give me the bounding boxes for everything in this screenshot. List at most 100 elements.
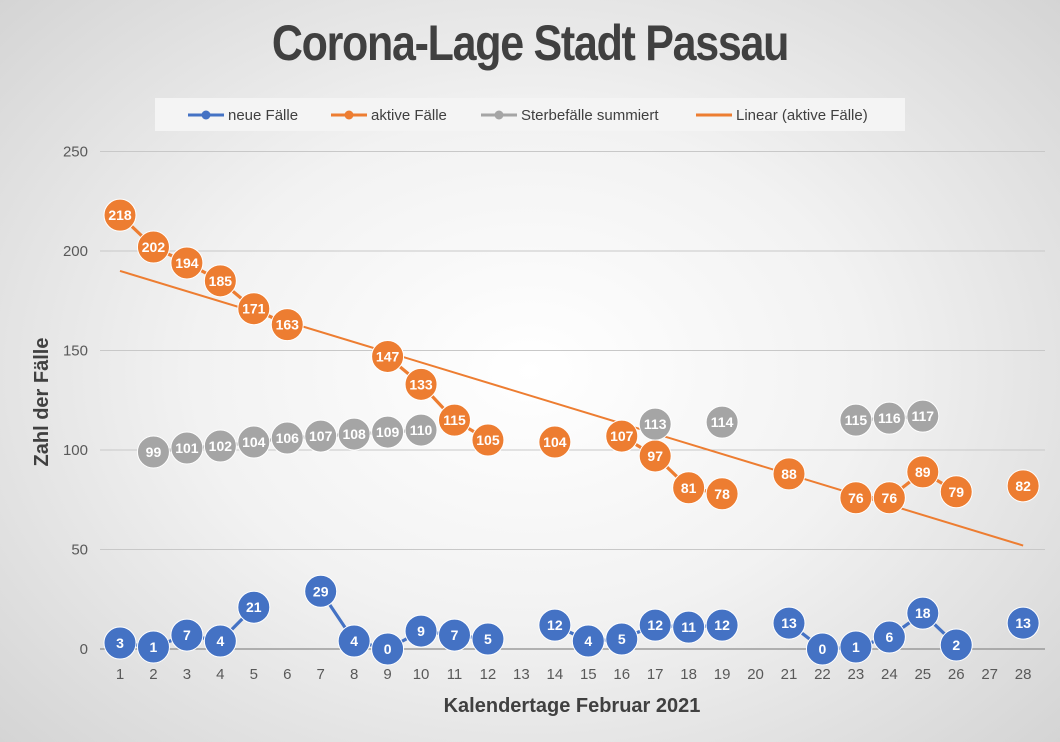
data-label: 5 <box>484 631 492 647</box>
data-label: 185 <box>209 273 233 289</box>
data-label: 12 <box>714 617 730 633</box>
data-point <box>371 632 405 666</box>
data-label: 13 <box>781 615 797 631</box>
data-point <box>270 308 304 342</box>
data-point <box>203 624 237 658</box>
y-tick-label: 100 <box>63 442 88 459</box>
data-point <box>906 399 940 433</box>
data-point <box>304 574 338 608</box>
data-label: 7 <box>183 627 191 643</box>
x-tick-label: 10 <box>413 666 430 683</box>
data-point <box>337 624 371 658</box>
x-tick-label: 17 <box>647 666 664 683</box>
data-label: 109 <box>376 424 400 440</box>
data-label: 76 <box>882 490 898 506</box>
data-label: 107 <box>610 428 634 444</box>
data-label: 13 <box>1015 615 1031 631</box>
data-label: 4 <box>216 633 224 649</box>
data-label: 104 <box>242 434 266 450</box>
data-point <box>471 622 505 656</box>
data-label: 6 <box>885 629 893 645</box>
x-tick-label: 16 <box>613 666 630 683</box>
chart-title: Corona-Lage Stadt Passau <box>271 15 790 71</box>
x-axis-ticks: 1 2 3 4 5 6 7 8 9 10 11 12 13 14 15 16 17 18 19 20 21 22 23 24 2… <box>116 666 1032 683</box>
data-label: 79 <box>948 484 964 500</box>
data-point <box>705 405 739 439</box>
data-label: 29 <box>313 583 329 599</box>
data-point <box>1006 606 1040 640</box>
x-tick-label: 25 <box>914 666 931 683</box>
data-point <box>605 622 639 656</box>
data-point <box>872 481 906 515</box>
legend-marker <box>344 110 354 120</box>
x-tick-label: 7 <box>317 666 325 683</box>
data-label: 88 <box>781 466 797 482</box>
data-label: 12 <box>647 617 663 633</box>
data-label: 21 <box>246 599 262 615</box>
x-tick-label: 14 <box>547 666 564 683</box>
series-1: 3 1 7 4 21 29 4 0 9 7 5 12 4 5 12 11 12 13 0 1 6 18 2 13 <box>103 574 1040 666</box>
data-point <box>404 413 438 447</box>
data-point <box>136 630 170 664</box>
data-point <box>371 415 405 449</box>
x-tick-label: 18 <box>680 666 697 683</box>
data-label: 218 <box>108 207 132 223</box>
data-label: 0 <box>384 641 392 657</box>
x-tick-label: 9 <box>383 666 391 683</box>
x-tick-label: 26 <box>948 666 965 683</box>
data-label: 117 <box>912 408 935 424</box>
data-label: 1 <box>852 639 860 655</box>
y-tick-label: 0 <box>80 641 88 658</box>
x-tick-label: 2 <box>149 666 157 683</box>
x-tick-label: 12 <box>480 666 497 683</box>
data-label: 102 <box>209 438 233 454</box>
data-point <box>1006 469 1040 503</box>
data-label: 110 <box>410 422 433 438</box>
data-label: 0 <box>819 641 827 657</box>
data-point <box>237 590 271 624</box>
data-point <box>805 632 839 666</box>
data-point <box>203 429 237 463</box>
data-label: 202 <box>142 239 166 255</box>
y-tick-label: 250 <box>63 144 88 161</box>
x-tick-label: 21 <box>781 666 798 683</box>
data-label: 171 <box>242 301 266 317</box>
data-label: 89 <box>915 464 931 480</box>
x-tick-label: 15 <box>580 666 597 683</box>
data-label: 97 <box>647 448 663 464</box>
data-label: 3 <box>116 635 124 651</box>
data-point <box>170 246 204 280</box>
data-point <box>170 618 204 652</box>
data-point <box>237 425 271 459</box>
data-label: 106 <box>276 430 300 446</box>
data-point <box>203 264 237 298</box>
data-point <box>270 421 304 455</box>
legend: neue Fälle aktive Fälle Sterbefälle summie… <box>188 107 868 124</box>
x-tick-label: 20 <box>747 666 764 683</box>
legend-marker <box>494 110 504 120</box>
data-point <box>471 423 505 457</box>
data-point <box>839 630 873 664</box>
legend-marker <box>201 110 211 120</box>
x-tick-label: 13 <box>513 666 530 683</box>
data-point <box>839 481 873 515</box>
data-label: 4 <box>584 633 592 649</box>
legend-item: neue Fälle <box>188 107 298 124</box>
data-point <box>103 626 137 660</box>
legend-item: Linear (aktive Fälle) <box>696 107 868 124</box>
data-label: 133 <box>409 376 433 392</box>
data-point <box>438 618 471 652</box>
y-axis-ticks: 0 50 100 150 200 250 <box>63 144 88 659</box>
data-label: 108 <box>342 426 366 442</box>
legend-item: aktive Fälle <box>331 107 447 124</box>
data-point <box>772 457 806 491</box>
data-label: 76 <box>848 490 864 506</box>
data-label: 81 <box>681 480 697 496</box>
x-tick-label: 28 <box>1015 666 1032 683</box>
data-point <box>839 403 873 437</box>
data-point <box>136 230 170 264</box>
data-label: 4 <box>350 633 358 649</box>
